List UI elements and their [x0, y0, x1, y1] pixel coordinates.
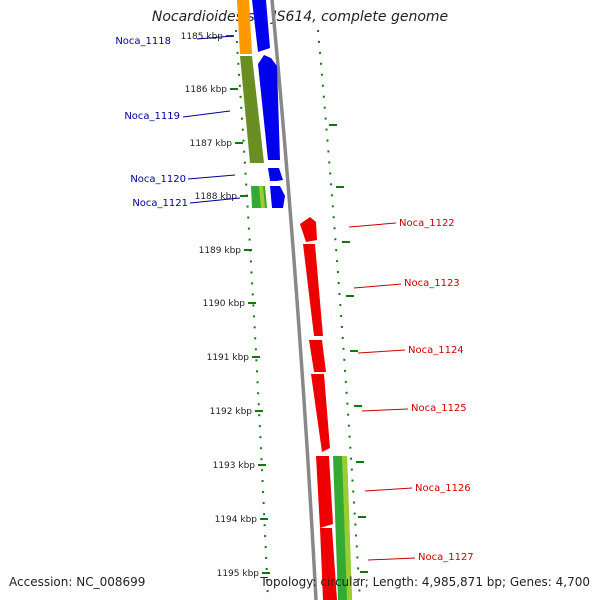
gene-label: Noca_1123: [404, 278, 460, 289]
gene-olive-block: [240, 56, 264, 163]
tick-label: 1188 kbp: [195, 192, 238, 202]
genome-title: Nocardioides sp. JS614, complete genome: [151, 9, 449, 25]
gene-label: Noca_1127: [418, 552, 474, 563]
topology-summary: Topology: circular; Length: 4,985,871 bp…: [260, 575, 590, 589]
gene-label: Noca_1119: [124, 111, 180, 122]
gene-noca-1127-block: [320, 528, 337, 600]
leader-line: [353, 283, 402, 289]
leader-line: [361, 408, 409, 412]
tick-label: 1194 kbp: [215, 515, 258, 525]
gene-noca-1123-block: [303, 244, 323, 336]
gene-noca-1126-block: [316, 456, 333, 528]
gene-label: Noca_1125: [411, 403, 467, 414]
gene-noca-1125-block: [311, 374, 330, 452]
leader-line: [357, 349, 406, 354]
tick-label: 1193 kbp: [213, 461, 256, 471]
gene-noca-1121-block: [270, 186, 285, 208]
gene-lime-outer-strip: [342, 456, 352, 600]
gene-label: Noca_1126: [415, 483, 471, 494]
gene-noca-1119-block: [258, 55, 280, 160]
gene-lime-strip: [259, 186, 265, 208]
tick-label: 1189 kbp: [199, 246, 242, 256]
gene-label: Noca_1122: [399, 218, 455, 229]
gene-orange-block: [237, 0, 252, 54]
leader-line: [187, 174, 236, 180]
gene-noca-1118-block: [252, 0, 270, 52]
tick-label: 1187 kbp: [190, 139, 233, 149]
backbone-line: [270, 0, 318, 600]
leader-line: [348, 222, 397, 228]
tick-label: 1195 kbp: [217, 569, 260, 579]
leader-line: [196, 35, 234, 40]
tick-label: 1191 kbp: [207, 353, 250, 363]
gene-label: Noca_1118: [115, 36, 171, 47]
leader-line: [182, 110, 231, 118]
tick-label: 1185 kbp: [181, 32, 224, 42]
tick-label: 1192 kbp: [210, 407, 253, 417]
gene-noca-1122-block: [300, 217, 317, 242]
leader-line: [189, 197, 241, 204]
gene-label: Noca_1120: [130, 174, 186, 185]
gene-noca-1124-block: [309, 340, 326, 372]
accession-text: Accession: NC_008699: [9, 575, 146, 589]
leader-line: [364, 487, 413, 492]
tick-label: 1186 kbp: [185, 85, 228, 95]
gene-label: Noca_1124: [408, 345, 464, 356]
tick-label: 1190 kbp: [203, 299, 246, 309]
gene-noca-1120-block: [268, 168, 283, 181]
leader-line: [367, 557, 416, 561]
gene-label: Noca_1121: [132, 198, 188, 209]
